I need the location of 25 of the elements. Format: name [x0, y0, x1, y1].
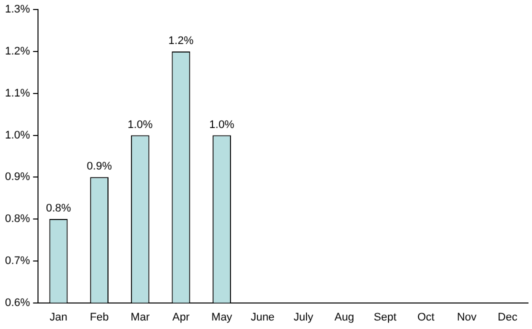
data-label: 0.9%: [86, 160, 112, 173]
x-tick-label: Dec: [498, 311, 518, 324]
x-tick-label: Jan: [50, 311, 68, 324]
data-label: 1.2%: [168, 35, 194, 48]
x-tick-label: Feb: [90, 311, 109, 324]
x-tick-label: June: [250, 311, 275, 324]
y-tick-label: 0.7%: [4, 254, 30, 267]
y-tick-label: 1.1%: [4, 87, 30, 100]
y-tick-label: 0.6%: [4, 296, 30, 309]
x-tick-label: Nov: [456, 311, 478, 324]
y-tick-label: 0.8%: [4, 213, 30, 226]
x-tick-label: Sept: [374, 311, 396, 324]
x-tick-label: May: [211, 311, 233, 324]
x-tick-label: Aug: [334, 311, 354, 324]
x-tick-label: Apr: [172, 311, 190, 324]
y-tick-label: 1.2%: [4, 46, 30, 58]
x-tick-label: Mar: [130, 311, 150, 324]
data-label: 0.8%: [46, 202, 72, 215]
y-tick-label: 1.3%: [4, 4, 30, 16]
x-tick-label: July: [294, 311, 314, 324]
data-label: 1.0%: [209, 118, 235, 131]
y-tick-label: 1.0%: [4, 129, 30, 142]
x-tick-label: Oct: [417, 311, 434, 324]
y-tick-label: 0.9%: [4, 171, 30, 184]
data-label: 1.0%: [128, 118, 153, 131]
